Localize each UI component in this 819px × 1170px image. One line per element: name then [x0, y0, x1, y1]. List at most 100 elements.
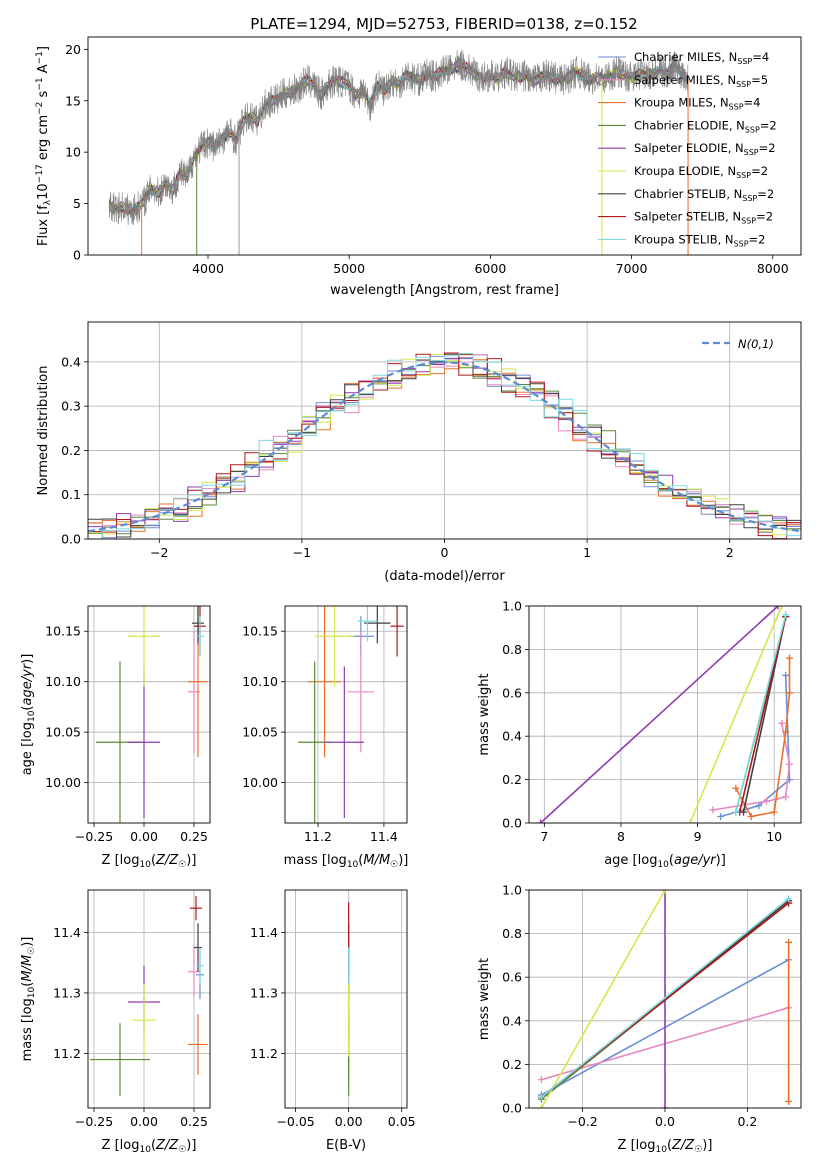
legend-label-end: =5 [751, 73, 768, 87]
legend-label-sub: SSP [729, 103, 744, 112]
y-tick-label: 11.2 [250, 1046, 278, 1061]
x-tick-label: 0.2 [737, 1114, 757, 1129]
mass-weight-marker [785, 938, 793, 946]
y-axis-label-part: ( [20, 982, 35, 987]
y-tick-label: 0.8 [502, 926, 522, 941]
y-axis-label: mass weight [477, 958, 492, 1040]
y-axis-label: mass [log10(M/M☉)] [20, 937, 37, 1062]
grid-lines [285, 606, 407, 823]
legend-label-end: =4 [752, 50, 769, 64]
legend-label: Salpeter MILES, NSSP=5 [634, 73, 768, 89]
x-axis-label-part: M/M [363, 853, 390, 868]
y-axis-label-part: age/yr [20, 662, 35, 705]
y-axis-label-part: −2 [35, 102, 45, 115]
axes-frame [284, 605, 408, 824]
y-tick-label: 11.4 [250, 925, 278, 940]
axes-frame [87, 36, 802, 256]
x-tick-label: −0.05 [276, 1114, 314, 1129]
x-tick-label: 8 [617, 829, 625, 844]
x-tick-label: 2 [726, 545, 734, 560]
legend-label-sub: SSP [742, 194, 757, 203]
x-axis-label: age [log10(age/yr)] [604, 853, 726, 870]
y-axis-label-part: s [36, 90, 51, 101]
x-axis-label: Z [log10(Z/Z☉)] [618, 1138, 713, 1155]
x-tick-label: 0 [441, 545, 449, 560]
mass-weight-marker [537, 1093, 545, 1101]
mass-weight-marker [770, 808, 778, 816]
legend-label-main: Chabrier MILES, N [634, 50, 737, 64]
legend-label-sub: SSP [745, 125, 760, 134]
mass-weight-line [539, 606, 779, 823]
y-axis-label-part: mass [log [20, 998, 35, 1061]
mass-weight-marker [782, 728, 790, 736]
x-axis-label-part: Z/Z [155, 853, 179, 868]
y-tick-label: 20 [65, 42, 81, 57]
x-axis-label-part: )] [186, 1138, 196, 1153]
x-axis-label: wavelength [Angstrom, rest frame] [330, 283, 559, 298]
y-axis-label-part: λ [43, 199, 53, 205]
axes-frame [87, 889, 211, 1109]
mass-weight-marker [536, 819, 544, 823]
x-tick-label: 0.00 [130, 829, 158, 844]
mass-weight-marker [732, 784, 740, 792]
x-tick-label: 10 [766, 829, 782, 844]
mass-weight-line [689, 606, 783, 823]
y-tick-label: 10.10 [242, 674, 278, 689]
mass-vs-extinction-panel: −0.05 0.00 0.05 11.2 11.3 11.4 E(B-V) [250, 889, 416, 1153]
axes-frame [528, 605, 802, 824]
x-tick-label: 0.05 [388, 1114, 416, 1129]
legend-label-main: Chabrier STELIB, N [634, 187, 742, 201]
y-tick-label: 0.2 [502, 1057, 522, 1072]
y-tick-label: 10.00 [45, 775, 81, 790]
legend-label-end: =2 [759, 141, 776, 155]
mass-weight-marker [785, 895, 793, 903]
y-tick-label: 10.00 [242, 775, 278, 790]
y-tick-label: 0.0 [502, 1101, 522, 1116]
y-tick-label: 0.1 [61, 487, 81, 502]
x-axis-label-part: 10 [139, 860, 151, 870]
mass-weight-marker [785, 1097, 793, 1105]
x-tick-label: 9 [694, 829, 702, 844]
y-axis-label-part: )] [20, 937, 35, 947]
x-axis-label-part: ( [151, 1138, 156, 1153]
y-tick-label: 0.6 [502, 970, 522, 985]
x-axis-label-part: 10 [655, 1145, 667, 1155]
mass-weight-marker [717, 812, 725, 820]
legend-label-main: Salpeter ELODIE, N [634, 141, 744, 155]
mass-weight-marker [537, 1076, 545, 1084]
x-tick-label: 11.4 [370, 829, 398, 844]
y-axis-label-part: )] [20, 654, 35, 664]
x-axis-label-part: ( [151, 853, 156, 868]
x-tick-label: 0.00 [130, 1114, 158, 1129]
grid-lines [88, 890, 210, 1108]
mass-weight-marker [778, 606, 786, 610]
y-axis-label: Flux [fλ10−17 erg cm−2 s−1 A−1] [35, 46, 53, 246]
histogram-step [88, 352, 801, 539]
x-axis-label-part: age/yr [674, 853, 717, 868]
y-tick-label: 0.4 [502, 1013, 522, 1028]
y-tick-label: 11.4 [53, 925, 81, 940]
x-tick-label: 6000 [474, 261, 506, 276]
legend-label: Chabrier STELIB, NSSP=2 [634, 187, 774, 203]
x-axis-label: mass [log10(M/M☉)] [284, 853, 409, 870]
y-tick-label: 0.6 [502, 685, 522, 700]
y-tick-label: 0.2 [502, 772, 522, 787]
y-tick-label: 0.2 [61, 443, 81, 458]
legend-label-main: Kroupa ELODIE, N [634, 164, 736, 178]
legend-label-end: =4 [744, 96, 761, 110]
axes-frame [284, 889, 408, 1109]
x-axis-label-part: ( [667, 1138, 672, 1153]
mass-weight-marker [782, 793, 790, 801]
model-spectrum-line [108, 59, 689, 215]
mass-weight-marker [763, 797, 771, 805]
y-axis-label-part: ☉ [27, 947, 37, 955]
x-axis-label: Z [log10(Z/Z☉)] [102, 1138, 197, 1155]
y-axis-label-part: age [log [20, 722, 35, 775]
y-tick-label: 0.8 [502, 642, 522, 657]
spectrum-panel: 4000 5000 6000 7000 8000 0 5 10 15 20 Chabrier MIL… [35, 36, 802, 298]
y-tick-label: 10.05 [45, 725, 81, 740]
x-tick-label: 7000 [616, 261, 648, 276]
legend-label-main: Kroupa MILES, N [634, 96, 729, 110]
